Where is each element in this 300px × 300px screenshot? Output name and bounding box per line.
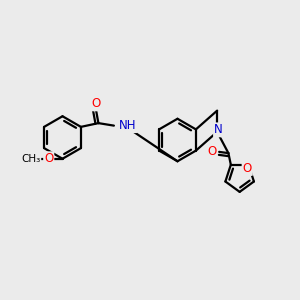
Text: CH₃: CH₃ [21, 154, 40, 164]
Text: O: O [243, 162, 252, 175]
Text: O: O [207, 146, 216, 158]
Text: O: O [44, 152, 53, 165]
Text: N: N [214, 123, 223, 136]
Text: O: O [91, 98, 101, 110]
Text: NH: NH [119, 119, 136, 132]
